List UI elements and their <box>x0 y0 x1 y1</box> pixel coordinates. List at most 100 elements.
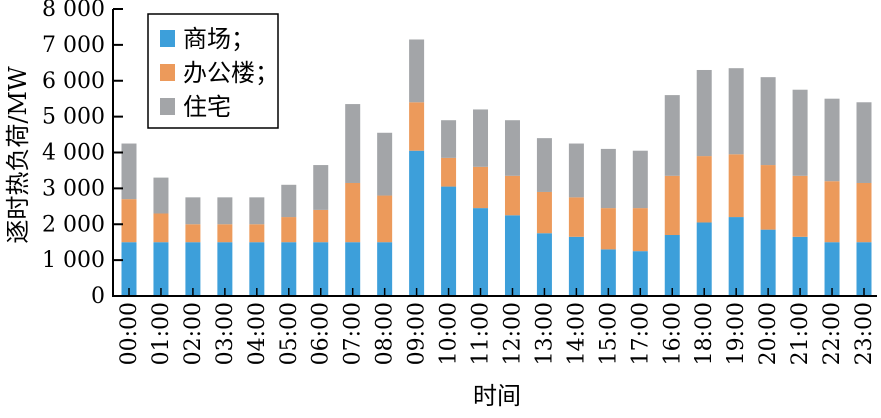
bar-segment-0-20 <box>760 229 776 296</box>
ticks-layer: 0 1 000 2 000 3 000 4 000 5 000 6 000 7 000 8 00… <box>42 0 877 365</box>
x-tick-label: 02:00 <box>181 302 206 365</box>
bar-segment-0-14 <box>568 236 584 296</box>
bar-segment-2-9 <box>409 39 425 103</box>
y-tick-label: 2 000 <box>42 212 105 237</box>
x-tick-label: 16:00 <box>660 302 685 365</box>
bar-segment-1-5 <box>281 217 297 243</box>
bar-segment-0-8 <box>377 242 393 296</box>
bar-segment-2-20 <box>760 77 776 166</box>
bar-segment-0-9 <box>409 150 425 296</box>
y-tick-label: 1 000 <box>42 248 105 273</box>
legend-label-2: 住宅 <box>183 93 231 121</box>
bar-segment-0-3 <box>217 242 233 296</box>
bar-segment-1-13 <box>536 191 552 234</box>
bar-segment-0-6 <box>313 242 329 296</box>
bar-segment-0-10 <box>441 186 457 296</box>
x-tick-label: 11:00 <box>469 302 494 365</box>
bar-segment-2-0 <box>121 143 137 200</box>
x-tick-label: 08:00 <box>373 302 398 365</box>
x-tick-label: 23:00 <box>852 302 877 365</box>
bar-segment-0-22 <box>824 242 840 296</box>
bar-segment-1-9 <box>409 102 425 151</box>
bar-segment-0-16 <box>632 251 648 296</box>
legend: 商场； 办公楼； 住宅 <box>147 13 279 129</box>
bar-segment-1-16 <box>632 208 648 252</box>
bar-segment-0-1 <box>153 242 169 296</box>
y-axis-title-group: 逐时热负荷/MW <box>4 66 32 244</box>
x-tick-label: 00:00 <box>117 302 142 365</box>
bars-layer <box>121 39 872 296</box>
bar-segment-1-3 <box>217 224 233 243</box>
bar-segment-1-20 <box>760 165 776 230</box>
bar-segment-2-13 <box>536 138 552 192</box>
x-tick-label: 18:00 <box>692 302 717 365</box>
bar-segment-1-17 <box>664 175 680 236</box>
bar-segment-2-19 <box>728 68 744 155</box>
bar-segment-2-4 <box>249 197 265 225</box>
bar-segment-2-7 <box>345 104 361 183</box>
bar-segment-2-12 <box>504 120 520 176</box>
bar-segment-0-18 <box>696 222 712 296</box>
bar-segment-0-7 <box>345 242 361 296</box>
y-tick-label: 4 000 <box>42 141 105 166</box>
y-tick-label: 7 000 <box>42 33 105 58</box>
bar-segment-0-11 <box>473 208 489 296</box>
bar-segment-1-7 <box>345 182 361 243</box>
x-tick-label: 12:00 <box>500 302 525 365</box>
bar-segment-1-21 <box>792 175 808 237</box>
legend-swatch-0 <box>160 30 175 47</box>
bar-segment-2-15 <box>600 148 616 209</box>
x-tick-label: 13:00 <box>532 302 557 365</box>
x-tick-label: 20:00 <box>756 302 781 365</box>
bar-segment-2-11 <box>473 109 489 167</box>
legend-label-1: 办公楼； <box>183 59 279 87</box>
bar-segment-1-18 <box>696 156 712 223</box>
bar-segment-1-23 <box>856 182 872 243</box>
bar-segment-0-13 <box>536 233 552 296</box>
bar-segment-2-14 <box>568 143 584 198</box>
bar-segment-2-16 <box>632 150 648 209</box>
bar-segment-2-5 <box>281 184 297 218</box>
bar-segment-1-1 <box>153 213 169 243</box>
bar-segment-2-21 <box>792 89 808 176</box>
bar-segment-1-0 <box>121 199 137 243</box>
x-axis-title: 时间 <box>473 382 521 410</box>
bar-segment-0-17 <box>664 235 680 296</box>
x-tick-label: 09:00 <box>405 302 430 365</box>
bar-segment-0-19 <box>728 217 744 296</box>
bar-segment-2-17 <box>664 95 680 176</box>
bar-segment-2-18 <box>696 69 712 157</box>
y-tick-label: 8 000 <box>42 0 105 22</box>
bar-segment-0-5 <box>281 242 297 296</box>
y-tick-label: 5 000 <box>42 105 105 130</box>
bar-segment-1-2 <box>185 224 201 243</box>
bar-segment-1-19 <box>728 154 744 218</box>
x-tick-label: 03:00 <box>213 302 238 365</box>
bar-segment-1-12 <box>504 175 520 216</box>
bar-segment-1-14 <box>568 197 584 237</box>
legend-label-0: 商场； <box>183 25 255 53</box>
bar-segment-0-21 <box>792 236 808 296</box>
bar-segment-1-8 <box>377 195 393 243</box>
bar-segment-2-3 <box>217 197 233 225</box>
x-tick-label: 04:00 <box>245 302 270 365</box>
bar-segment-0-15 <box>600 249 616 296</box>
x-tick-label: 17:00 <box>628 302 653 365</box>
y-tick-label: 6 000 <box>42 69 105 94</box>
legend-items: 商场； 办公楼； 住宅 <box>160 25 279 121</box>
bar-segment-2-1 <box>153 177 169 214</box>
x-tick-label: 05:00 <box>277 302 302 365</box>
bar-segment-0-12 <box>504 215 520 296</box>
bar-segment-0-0 <box>121 242 137 296</box>
bar-segment-2-6 <box>313 165 329 210</box>
x-tick-label: 07:00 <box>341 302 366 365</box>
x-tick-label: 10:00 <box>437 302 462 365</box>
bar-segment-2-10 <box>441 120 457 158</box>
y-tick-label: 3 000 <box>42 176 105 201</box>
x-tick-label: 19:00 <box>724 302 749 365</box>
bar-segment-1-6 <box>313 209 329 243</box>
x-tick-label: 14:00 <box>564 302 589 365</box>
x-tick-label: 22:00 <box>820 302 845 365</box>
